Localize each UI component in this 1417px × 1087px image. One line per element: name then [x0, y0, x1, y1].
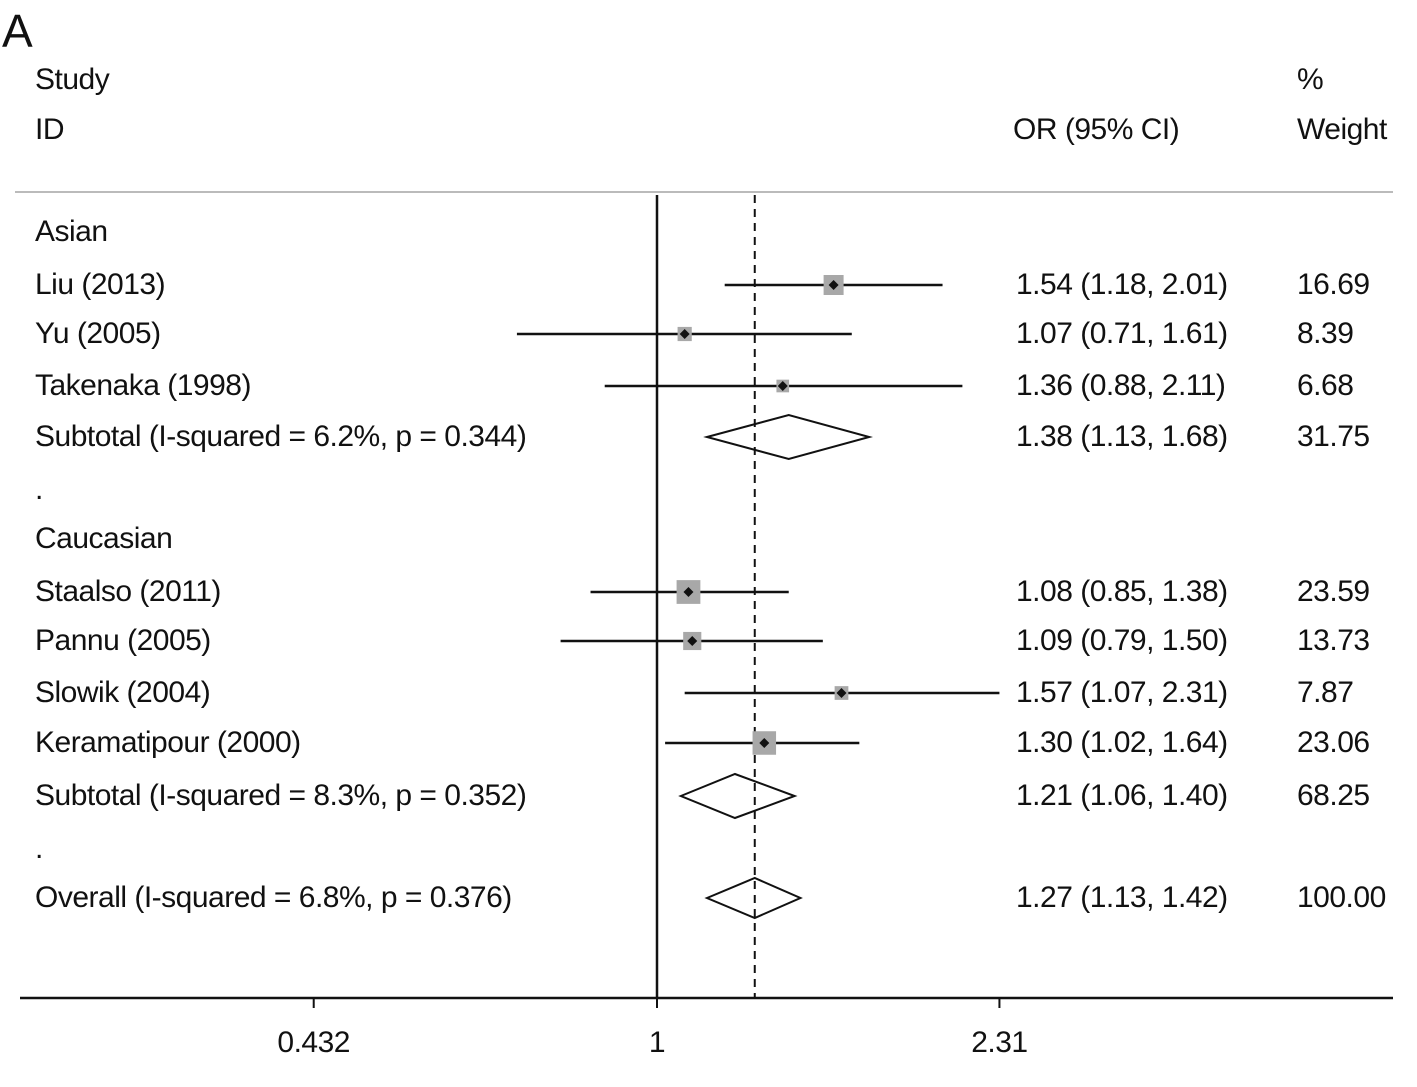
header-or: OR (95% CI) [1013, 113, 1180, 146]
x-tick-label: 0.432 [277, 1026, 350, 1059]
study-label: Staalso (2011) [35, 575, 221, 608]
study-label: Yu (2005) [35, 317, 161, 350]
header-weight: Weight [1297, 113, 1387, 146]
header-percent: % [1297, 63, 1324, 96]
or-ci-text: 1.36 (0.88, 2.11) [1016, 369, 1226, 402]
point-estimate [683, 587, 694, 597]
study-label: Takenaka (1998) [35, 369, 251, 402]
weight-text: 23.06 [1297, 726, 1370, 759]
spacer-label: . [35, 473, 43, 506]
or-ci-text: 1.07 (0.71, 1.61) [1016, 317, 1228, 350]
study-label: Keramatipour (2000) [35, 726, 301, 759]
weight-text: 68.25 [1297, 779, 1370, 812]
or-ci-text: 1.54 (1.18, 2.01) [1016, 268, 1228, 301]
weight-text: 6.68 [1297, 369, 1354, 402]
x-tick-label: 1 [648, 1026, 666, 1059]
or-ci-text: 1.21 (1.06, 1.40) [1016, 779, 1228, 812]
overall-label: Overall (I-squared = 6.8%, p = 0.376) [35, 881, 512, 914]
group-label: Asian [35, 215, 108, 248]
weight-text: 16.69 [1297, 268, 1370, 301]
or-ci-text: 1.08 (0.85, 1.38) [1016, 575, 1228, 608]
subtotal-label: Subtotal (I-squared = 8.3%, p = 0.352) [35, 779, 527, 812]
point-estimate [679, 329, 690, 339]
weight-text: 8.39 [1297, 317, 1354, 350]
x-tick-label: 2.31 [971, 1026, 1028, 1059]
study-label: Slowik (2004) [35, 676, 211, 709]
header-id: ID [35, 113, 65, 146]
weight-text: 7.87 [1297, 676, 1354, 709]
group-label: Caucasian [35, 522, 173, 555]
spacer-label: . [35, 832, 43, 865]
point-estimate [828, 280, 839, 290]
point-estimate [836, 688, 847, 698]
point-estimate [759, 738, 770, 748]
header-study: Study [35, 63, 110, 96]
or-ci-text: 1.57 (1.07, 2.31) [1016, 676, 1228, 709]
study-label: Liu (2013) [35, 268, 166, 301]
subtotal-label: Subtotal (I-squared = 6.2%, p = 0.344) [35, 420, 527, 453]
overall-diamond [704, 876, 803, 920]
panel-label: A [2, 5, 33, 57]
point-estimate [777, 381, 788, 391]
weight-text: 31.75 [1297, 420, 1370, 453]
subtotal-diamond [703, 413, 873, 461]
weight-text: 23.59 [1297, 575, 1370, 608]
subtotal-diamond [678, 772, 798, 820]
or-ci-text: 1.30 (1.02, 1.64) [1016, 726, 1228, 759]
study-label: Pannu (2005) [35, 624, 211, 657]
or-ci-text: 1.27 (1.13, 1.42) [1016, 881, 1228, 914]
or-ci-text: 1.09 (0.79, 1.50) [1016, 624, 1228, 657]
point-estimate [687, 636, 698, 646]
weight-text: 100.00 [1297, 881, 1386, 914]
weight-text: 13.73 [1297, 624, 1370, 657]
or-ci-text: 1.38 (1.13, 1.68) [1016, 420, 1228, 453]
